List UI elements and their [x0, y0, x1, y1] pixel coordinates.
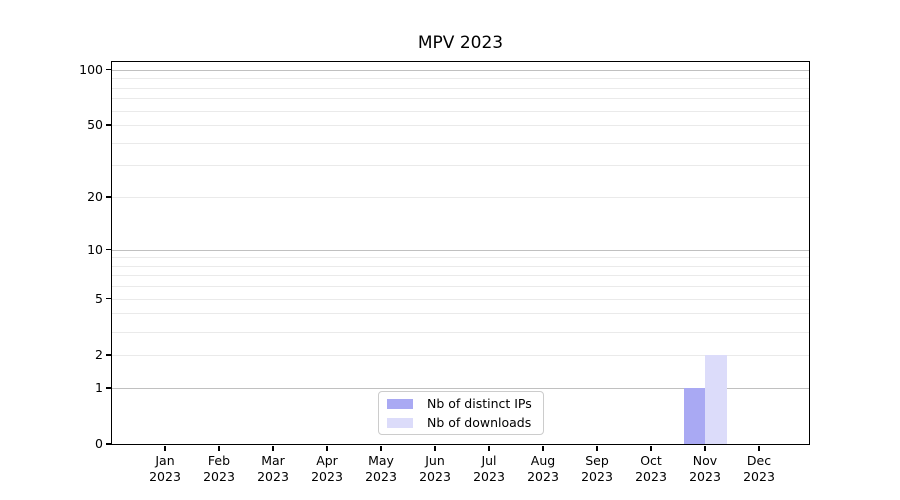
- y-tick-mark: [106, 354, 111, 356]
- x-tick-label: Aug 2023: [527, 453, 559, 484]
- y-tick-mark: [106, 124, 111, 126]
- legend-label-distinct-ips: Nb of distinct IPs: [427, 396, 532, 411]
- y-tick-label: 10: [87, 241, 103, 257]
- chart-title: MPV 2023: [417, 33, 504, 53]
- gridline-minor: [112, 98, 809, 100]
- gridline-minor: [112, 142, 809, 144]
- x-tick-mark: [596, 445, 598, 451]
- x-tick-label: Jan 2023: [149, 453, 181, 484]
- x-tick-label: May 2023: [365, 453, 397, 484]
- legend-item-distinct-ips: Nb of distinct IPs: [379, 396, 543, 412]
- y-tick-mark: [106, 387, 111, 389]
- x-tick-mark: [326, 445, 328, 451]
- gridline-minor: [112, 354, 809, 356]
- gridline-minor: [112, 331, 809, 333]
- gridline-major: [112, 249, 809, 251]
- x-tick-mark: [272, 445, 274, 451]
- y-tick-mark: [106, 68, 111, 71]
- y-tick-label: 5: [95, 290, 103, 306]
- y-tick-mark: [106, 443, 111, 445]
- x-tick-mark: [650, 445, 652, 451]
- bar-downloads: [705, 354, 727, 444]
- y-tick-mark: [106, 297, 111, 300]
- x-tick-label: Apr 2023: [311, 453, 343, 484]
- gridline-minor: [112, 313, 809, 315]
- y-tick-label: 0: [95, 436, 103, 451]
- gridline-minor: [112, 265, 809, 267]
- y-tick-mark: [106, 196, 111, 198]
- x-tick-mark: [488, 445, 490, 451]
- gridline-minor: [112, 78, 809, 80]
- gridline-minor: [112, 275, 809, 277]
- x-tick-label: Jul 2023: [473, 453, 505, 484]
- x-tick-label: Feb 2023: [203, 453, 235, 484]
- gridline-minor: [112, 197, 809, 199]
- x-tick-label: Jun 2023: [419, 453, 451, 484]
- gridline-minor: [112, 87, 809, 89]
- x-tick-mark: [704, 445, 706, 451]
- y-tick-mark: [106, 248, 111, 251]
- x-tick-mark: [758, 445, 760, 451]
- x-tick-label: Oct 2023: [635, 453, 667, 484]
- legend: Nb of distinct IPs Nb of downloads: [378, 391, 544, 435]
- x-tick-label: Mar 2023: [257, 453, 289, 484]
- gridline-minor: [112, 125, 809, 127]
- y-tick-label: 2: [95, 346, 103, 362]
- x-tick-mark: [380, 445, 382, 451]
- legend-swatch-distinct-ips-icon: [387, 398, 413, 409]
- x-tick-mark: [542, 445, 544, 451]
- x-tick-label: Nov 2023: [689, 453, 721, 484]
- legend-label-downloads: Nb of downloads: [427, 415, 532, 430]
- y-tick-label: 50: [87, 117, 103, 133]
- bar-distinct-ips: [683, 387, 705, 444]
- gridline-minor: [112, 298, 809, 300]
- legend-swatch-downloads-icon: [387, 417, 413, 428]
- legend-item-downloads: Nb of downloads: [379, 415, 543, 431]
- x-tick-mark: [434, 445, 436, 451]
- plot-area: [110, 60, 810, 445]
- y-tick-label: 20: [87, 189, 103, 205]
- gridline-minor: [112, 286, 809, 288]
- y-tick-label: 100: [79, 61, 103, 77]
- gridline-minor: [112, 257, 809, 259]
- y-tick-label: 1: [95, 379, 103, 395]
- gridline-major: [112, 69, 809, 71]
- x-tick-label: Sep 2023: [581, 453, 613, 484]
- gridline-minor: [112, 110, 809, 112]
- x-tick-mark: [218, 445, 220, 451]
- gridline-major: [112, 387, 809, 389]
- x-tick-label: Dec 2023: [743, 453, 775, 484]
- x-tick-mark: [164, 445, 166, 451]
- gridline-minor: [112, 165, 809, 167]
